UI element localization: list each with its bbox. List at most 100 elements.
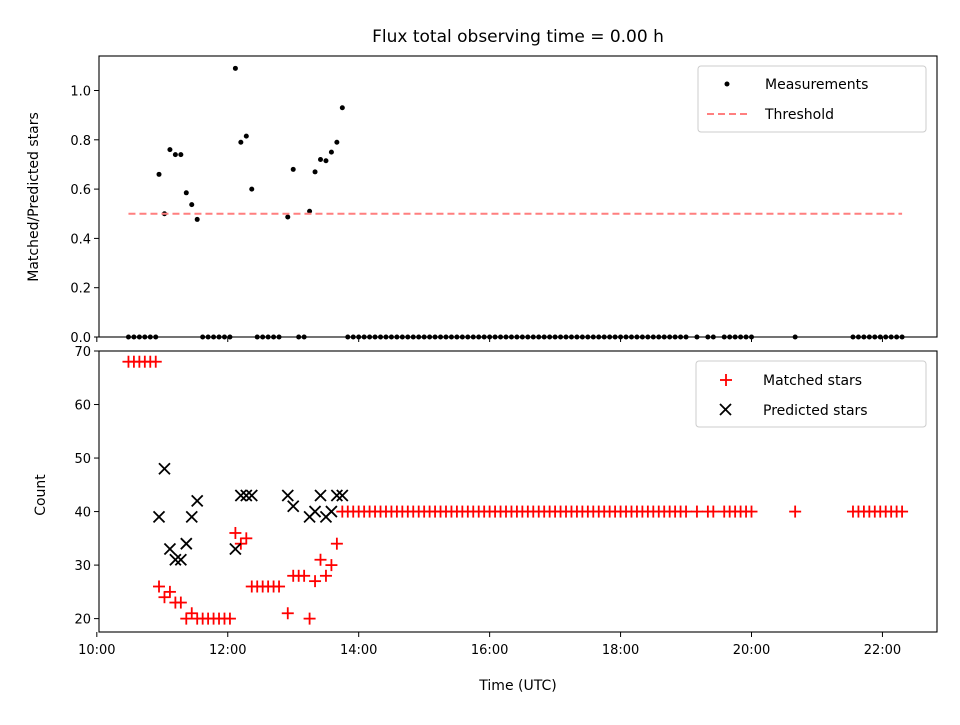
measurement-point <box>318 157 324 163</box>
x-tick-label: 14:00 <box>340 643 377 658</box>
predicted-star-point <box>281 489 294 502</box>
legend-predicted-label: Predicted stars <box>763 403 868 419</box>
matched-star-point <box>896 505 909 518</box>
bottom-y-tick-label: 60 <box>74 399 91 414</box>
bottom-panel: 20 30 40 50 60 70 10:00 12:00 14:00 16:00 18:00 20:… <box>33 345 938 694</box>
matched-star-point <box>149 355 162 368</box>
matched-star-point <box>174 596 187 609</box>
bottom-axes: 20 30 40 50 60 70 10:00 12:00 14:00 16:00 18:00 20:… <box>74 345 901 658</box>
predicted-star-point <box>336 489 349 502</box>
matched-star-point <box>229 526 242 539</box>
legend-matched-label: Matched stars <box>763 373 862 389</box>
predicted-star-point <box>308 505 322 518</box>
measurement-point <box>183 190 189 196</box>
measurement-point <box>285 214 291 220</box>
chart-title: Flux total observing time = 0.00 h <box>372 27 664 47</box>
predicted-star-point <box>229 542 242 556</box>
x-tick-label: 10:00 <box>78 643 115 658</box>
matched-star-point <box>153 580 166 593</box>
measurement-point <box>307 208 313 214</box>
predicted-star-point <box>174 553 187 566</box>
bottom-y-tick-label: 70 <box>74 345 91 360</box>
x-axis-label: Time (UTC) <box>478 678 556 694</box>
predicted-star-point <box>245 489 258 502</box>
x-tick-label: 18:00 <box>602 643 639 658</box>
matched-star-point <box>298 569 311 582</box>
predicted-star-point <box>287 500 300 513</box>
measurement-point <box>178 152 184 158</box>
top-y-tick-label: 0.0 <box>70 331 91 346</box>
measurement-point <box>167 147 173 153</box>
matched-star-point <box>223 612 236 625</box>
matched-star-point <box>180 612 193 625</box>
top-legend-box <box>697 65 927 133</box>
bottom-legend: Matched stars Predicted stars <box>695 360 927 428</box>
matched-star-point <box>240 532 253 545</box>
legend-matched-marker <box>720 374 732 386</box>
matched-star-point <box>325 559 338 572</box>
measurement-point <box>172 152 178 158</box>
predicted-star-point <box>240 489 253 502</box>
measurement-point <box>339 105 345 111</box>
predicted-star-point <box>191 494 204 508</box>
x-tick-label: 12:00 <box>209 643 246 658</box>
matched-star-point <box>690 505 703 518</box>
top-y-tick-label: 0.4 <box>70 232 91 247</box>
matched-star-point <box>314 553 327 566</box>
matched-star-point <box>158 591 171 604</box>
matched-star-point <box>303 612 316 625</box>
matched-star-point <box>745 505 758 518</box>
top-y-tick-label: 0.6 <box>70 183 91 198</box>
predicted-star-point <box>158 462 171 475</box>
x-tick-label: 22:00 <box>864 643 901 658</box>
measurement-point <box>334 139 340 145</box>
predicted-star-point <box>180 537 193 550</box>
predicted-star-point <box>330 489 344 502</box>
measurement-point <box>249 186 255 192</box>
matched-star-point <box>707 505 720 518</box>
legend-predicted-marker <box>719 403 732 416</box>
measurement-point <box>290 166 296 172</box>
x-tick-label: 16:00 <box>471 643 508 658</box>
top-axes: 0.0 0.2 0.4 0.6 0.8 1.0 <box>70 85 883 346</box>
predicted-star-point <box>314 489 327 502</box>
predicted-star-point <box>325 505 338 518</box>
predicted-star-point <box>185 510 198 524</box>
bottom-y-tick-label: 20 <box>74 613 91 628</box>
matched-star-point <box>680 505 693 518</box>
measurement-point <box>328 149 334 155</box>
matched-star-point <box>330 537 343 550</box>
top-y-tick-label: 1.0 <box>70 85 91 100</box>
x-tick-label: 20:00 <box>733 643 770 658</box>
measurement-point <box>194 216 200 222</box>
matched-star-point <box>281 607 294 620</box>
predicted-star-point <box>152 510 166 524</box>
top-plot-frame <box>98 55 938 338</box>
matched-star-point <box>309 575 322 588</box>
measurement-point <box>156 171 162 177</box>
legend-threshold-label: Threshold <box>764 107 834 123</box>
measurement-point <box>323 158 329 164</box>
bottom-y-axis-label: Count <box>33 474 49 516</box>
measurement-point <box>312 169 318 175</box>
measurement-point <box>243 133 249 139</box>
top-panel: Flux total observing time = 0.00 h 0.00.… <box>26 27 938 346</box>
measurement-point <box>189 202 195 208</box>
top-y-axis-label: Matched/Predicted stars <box>26 112 42 282</box>
matched-star-point <box>185 607 198 620</box>
top-y-tick-label: 0.2 <box>70 282 91 297</box>
matched-star-point <box>163 585 176 598</box>
measurement-point <box>238 139 244 145</box>
bottom-legend-box <box>695 360 927 428</box>
top-legend: Measurements Threshold <box>697 65 927 133</box>
bottom-y-tick-label: 40 <box>74 506 91 521</box>
matched-star-point <box>273 580 286 593</box>
matched-star-point <box>319 569 332 582</box>
measurement-point <box>232 65 238 71</box>
bottom-marks <box>122 355 909 625</box>
legend-measurements-label: Measurements <box>765 77 868 93</box>
top-y-tick-label: 0.8 <box>70 134 91 149</box>
matched-star-point <box>789 505 802 518</box>
bottom-plot-frame <box>98 350 938 633</box>
